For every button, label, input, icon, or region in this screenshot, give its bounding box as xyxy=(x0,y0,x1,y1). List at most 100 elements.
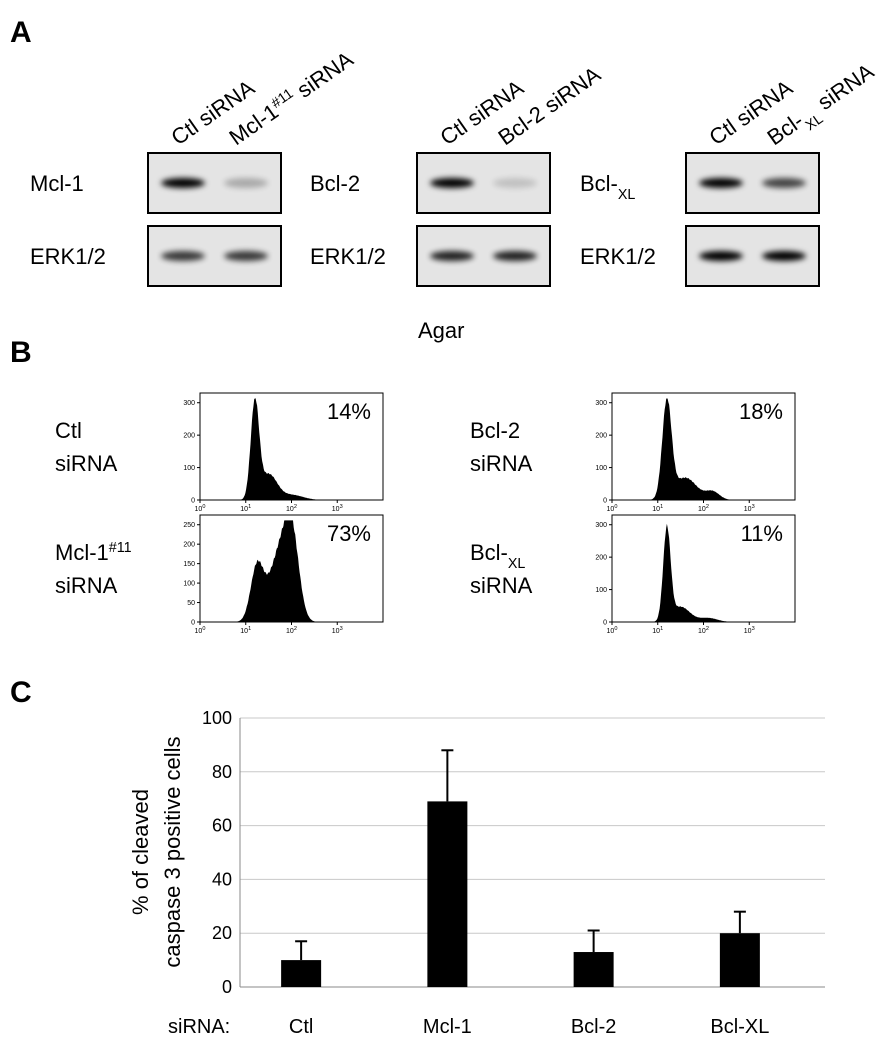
error-bar xyxy=(441,749,454,802)
band xyxy=(430,178,474,188)
percent-label: 11% xyxy=(741,521,783,546)
x-tick-label: 100 xyxy=(607,504,618,513)
lane-label-part: siRNA xyxy=(287,46,358,106)
error-bar xyxy=(733,910,746,934)
x-tick-base: 10 xyxy=(240,628,248,635)
x-tick-base: 10 xyxy=(607,506,615,513)
histogram-label-part: siRNA xyxy=(55,573,118,598)
x-tick-base: 10 xyxy=(744,506,752,513)
histogram-label-part: Ctl xyxy=(55,418,82,443)
x-tick-exp: 3 xyxy=(752,626,755,632)
bar xyxy=(281,960,322,987)
y-tick-label: 0 xyxy=(603,620,607,627)
x-tick-base: 10 xyxy=(698,628,706,635)
y-axis-label: % of cleaved xyxy=(128,789,153,915)
histogram-label: Bcl-2 xyxy=(470,418,520,443)
y-tick-label: 200 xyxy=(595,433,607,440)
x-tick-base: 10 xyxy=(195,506,203,513)
y-tick-label: 100 xyxy=(202,708,232,728)
x-tick-exp: 2 xyxy=(706,504,709,510)
y-tick-label: 0 xyxy=(603,498,607,505)
row-label: ERK1/2 xyxy=(580,244,656,269)
histogram-label-sup: #11 xyxy=(109,540,132,556)
x-tick-base: 10 xyxy=(240,506,248,513)
x-tick-exp: 1 xyxy=(660,504,663,510)
histogram-label-part: Bcl-2 xyxy=(470,418,520,443)
x-tick-exp: 3 xyxy=(340,626,343,632)
lane-label-part: siRNA xyxy=(808,58,879,118)
histogram-label-part: siRNA xyxy=(470,451,533,476)
x-tick-label: Mcl-1 xyxy=(423,1016,472,1038)
x-tick-exp: 2 xyxy=(294,626,297,632)
x-tick-label: 102 xyxy=(286,626,297,635)
y-axis-label: caspase 3 positive cells xyxy=(160,736,185,967)
histogram-label: Bcl-XL xyxy=(470,540,525,572)
band xyxy=(762,178,806,188)
bar xyxy=(427,801,468,987)
band xyxy=(762,251,806,261)
row-label-part: ERK1/2 xyxy=(310,244,386,269)
band xyxy=(699,178,743,188)
histogram-label: siRNA xyxy=(470,573,533,598)
x-tick-base: 10 xyxy=(332,628,340,635)
histogram-label: siRNA xyxy=(55,573,118,598)
row-label-part: Bcl- xyxy=(580,171,618,196)
row-label: Bcl-2 xyxy=(310,171,360,196)
y-tick-label: 300 xyxy=(595,400,607,407)
percent-label: 18% xyxy=(739,399,783,424)
percent-label: 14% xyxy=(327,399,371,424)
histogram-label: Mcl-1#11 xyxy=(55,540,132,565)
y-tick-label: 300 xyxy=(183,400,195,407)
histogram-label-part: Mcl-1 xyxy=(55,540,109,565)
x-tick-label: Bcl-2 xyxy=(571,1016,617,1038)
histogram-label: siRNA xyxy=(470,451,533,476)
histogram-label-part: siRNA xyxy=(55,451,118,476)
y-tick-label: 40 xyxy=(212,869,232,889)
x-tick-base: 10 xyxy=(286,506,294,513)
y-tick-label: 100 xyxy=(183,465,195,472)
x-prefix: siRNA: xyxy=(168,1016,230,1038)
x-tick-label: 101 xyxy=(240,504,251,513)
x-tick-label: 103 xyxy=(744,626,755,635)
error-bar xyxy=(295,940,308,961)
x-tick-exp: 0 xyxy=(614,504,617,510)
x-tick-base: 10 xyxy=(607,628,615,635)
row-label: ERK1/2 xyxy=(310,244,386,269)
row-label-part: Mcl-1 xyxy=(30,171,84,196)
row-label-part: ERK1/2 xyxy=(30,244,106,269)
y-tick-label: 150 xyxy=(183,561,195,568)
histogram-shape xyxy=(200,398,347,500)
error-bar xyxy=(587,929,600,953)
x-tick-label: 103 xyxy=(744,504,755,513)
x-tick-exp: 1 xyxy=(248,504,251,510)
row-label: ERK1/2 xyxy=(30,244,106,269)
x-tick-label: 103 xyxy=(332,504,343,513)
y-tick-label: 0 xyxy=(191,498,195,505)
x-tick-exp: 0 xyxy=(202,504,205,510)
x-tick-base: 10 xyxy=(652,628,660,635)
histogram-shape xyxy=(200,520,347,622)
x-tick-exp: 0 xyxy=(202,626,205,632)
y-tick-label: 100 xyxy=(595,587,607,594)
y-tick-label: 300 xyxy=(595,522,607,529)
x-tick-label: 102 xyxy=(286,504,297,513)
band xyxy=(224,178,268,188)
y-tick-label: 100 xyxy=(595,465,607,472)
y-tick-label: 20 xyxy=(212,923,232,943)
histogram-label-part: Bcl- xyxy=(470,540,508,565)
band xyxy=(493,251,537,261)
panel-title: Agar xyxy=(418,318,464,343)
y-tick-label: 200 xyxy=(595,555,607,562)
x-tick-label: Ctl xyxy=(289,1016,313,1038)
y-tick-label: 100 xyxy=(183,581,195,588)
lane-label: Bcl-XL siRNA xyxy=(763,58,883,155)
x-tick-label: 101 xyxy=(652,504,663,513)
histogram-shape xyxy=(612,523,759,622)
y-tick-label: 250 xyxy=(183,522,195,529)
y-tick-label: 50 xyxy=(187,600,195,607)
y-tick-label: 60 xyxy=(212,816,232,836)
row-label-part: ERK1/2 xyxy=(580,244,656,269)
histogram-label-sub: XL xyxy=(508,556,526,572)
x-tick-base: 10 xyxy=(744,628,752,635)
x-tick-exp: 3 xyxy=(752,504,755,510)
